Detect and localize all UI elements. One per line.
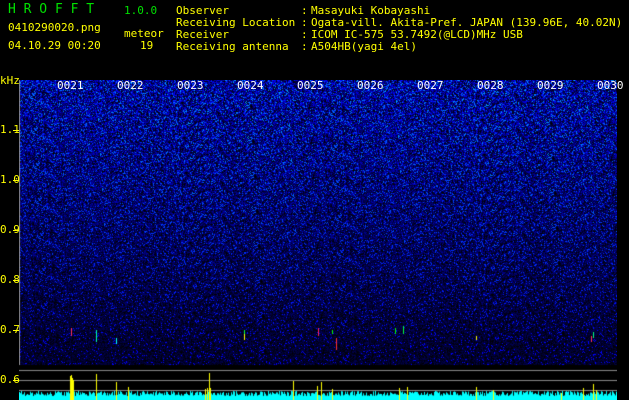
time-label: 0022 <box>117 79 144 92</box>
file-name: 0410290020.png <box>8 21 101 34</box>
y-tick-label: 0.8 <box>0 273 20 286</box>
time-label: 0030 <box>597 79 624 92</box>
info-label: Observer <box>176 4 229 17</box>
y-tick <box>13 330 19 331</box>
time-label: 0026 <box>357 79 384 92</box>
app-title-text: H R O F F T <box>8 2 95 17</box>
time-label: 0028 <box>477 79 504 92</box>
info-value: Masayuki Kobayashi <box>311 4 431 17</box>
y-tick-label: 0.6 <box>0 373 20 386</box>
info-label: Receiving antenna <box>176 40 289 53</box>
y-tick <box>13 180 19 181</box>
info-label: Receiver <box>176 28 229 41</box>
time-label: 0029 <box>537 79 564 92</box>
file-datetime: 04.10.29 00:20 <box>8 39 101 52</box>
time-label: 0023 <box>177 79 204 92</box>
time-label: 0021 <box>57 79 84 92</box>
info-value: ICOM IC-575 53.7492(@LCD)MHz USB <box>311 28 523 41</box>
spectrogram <box>19 80 617 400</box>
unit-label: kHz <box>0 74 20 87</box>
y-tick-label: 0.7 <box>0 323 20 336</box>
info-value: A504HB(yagi 4el) <box>311 40 417 53</box>
y-tick-label: 1.1 <box>0 123 20 136</box>
info-colon: : <box>301 16 308 29</box>
app-title: H R O F F T <box>8 2 95 17</box>
y-tick-label: 1.0 <box>0 173 20 186</box>
y-tick <box>13 230 19 231</box>
info-label: Receiving Location <box>176 16 296 29</box>
time-label: 0027 <box>417 79 444 92</box>
app-version: 1.0.0 <box>124 4 158 17</box>
y-tick-label: 0.9 <box>0 223 20 236</box>
info-value: Ogata-vill. Akita-Pref. JAPAN (139.96E, … <box>311 16 623 29</box>
info-colon: : <box>301 4 308 17</box>
meteor-label: meteor <box>124 27 164 40</box>
time-label: 0024 <box>237 79 264 92</box>
y-tick <box>13 130 19 131</box>
info-colon: : <box>301 28 308 41</box>
meteor-count: 19 <box>140 39 154 52</box>
y-tick <box>13 280 19 281</box>
time-label: 0025 <box>297 79 324 92</box>
info-colon: : <box>301 40 308 53</box>
y-tick <box>13 380 19 381</box>
